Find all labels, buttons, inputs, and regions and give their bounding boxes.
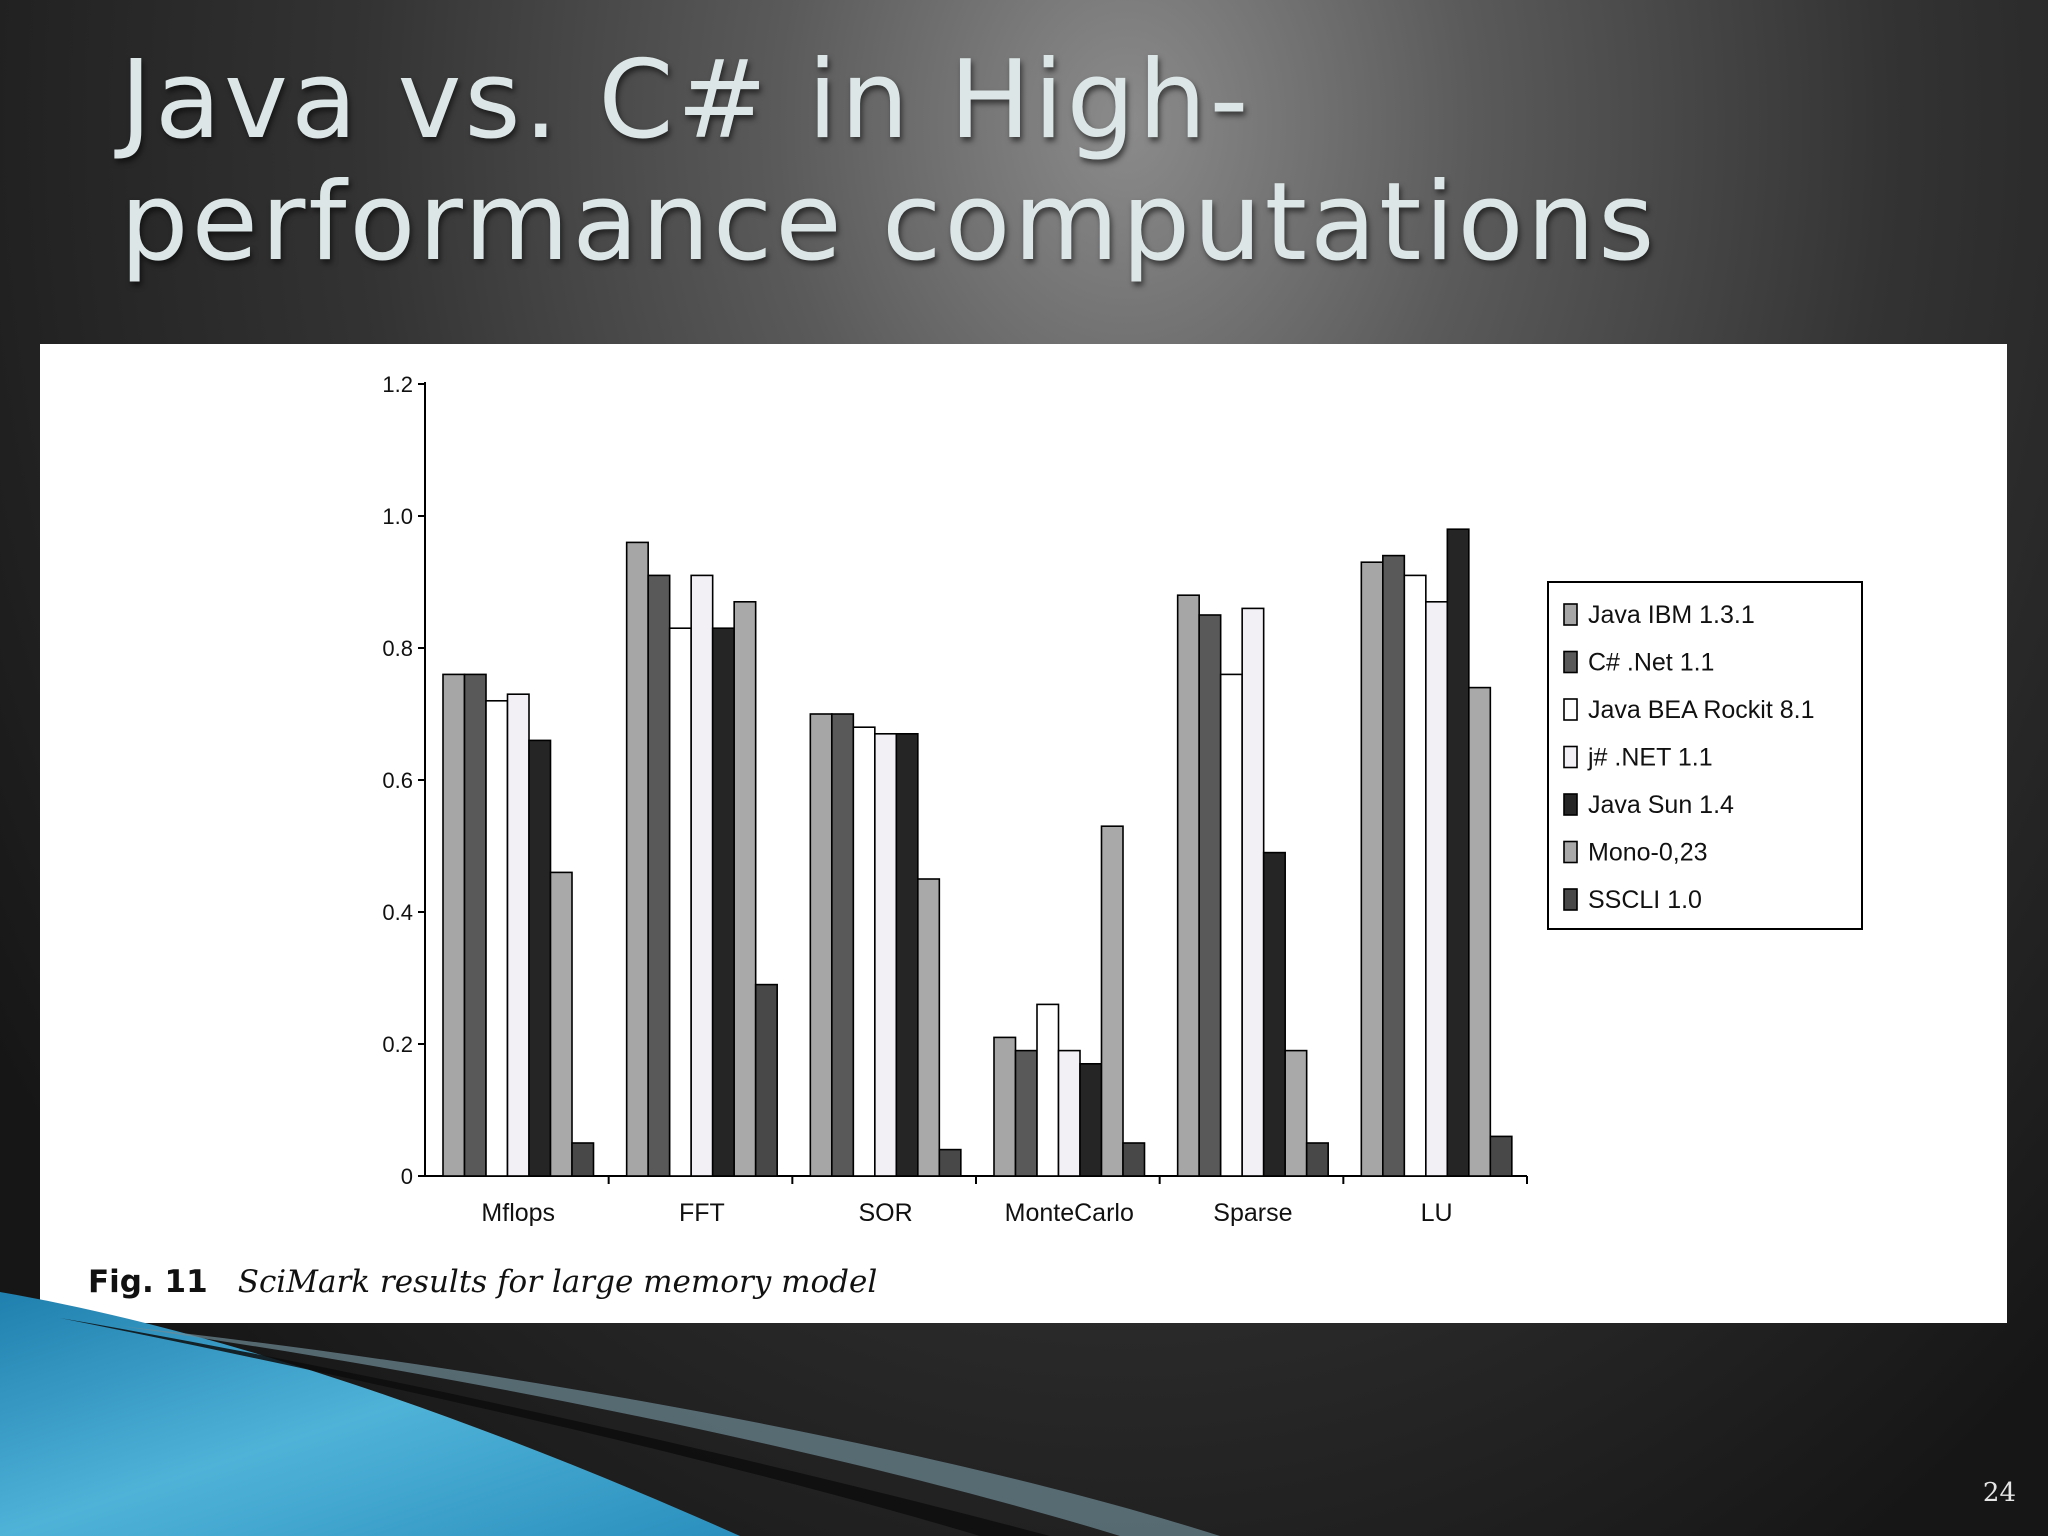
bar-chart: 0 0.2 0.4 0.6 0.8 1.0 1.2 Mflops FFT SOR MonteCarl…	[382, 372, 1863, 1227]
figure-caption: Fig. 11 SciMark results for large memory …	[88, 1264, 877, 1300]
figure-caption-text: SciMark results for large memory model	[237, 1264, 878, 1300]
bar-sparse-java-ibm-1-3-1	[1176, 594, 1200, 1177]
legend-label-c-net-1-1: C# .Net 1.1	[1588, 649, 1714, 677]
bar-lu-java-sun-1-4	[1446, 528, 1470, 1177]
bar-montecarlo-mono-0-23	[1100, 825, 1124, 1177]
legend-label-j-net-1-1: j# .NET 1.1	[1587, 744, 1713, 772]
bar-fft-java-bea-rockit-8-1	[668, 627, 692, 1177]
bar-lu-mono-0-23	[1468, 686, 1492, 1177]
y-tick-label: 0.8	[382, 636, 413, 661]
bar-mflops-j-net-1-1	[506, 693, 530, 1177]
slide-title-line-2: performance computations	[120, 160, 1658, 285]
bar-sor-j-net-1-1	[874, 732, 898, 1177]
y-tick-label: 1.0	[382, 504, 413, 529]
bar-sparse-j-net-1-1	[1241, 607, 1265, 1177]
bar-sparse-sscli-1-0	[1305, 1142, 1329, 1177]
bar-sparse-java-bea-rockit-8-1	[1219, 673, 1243, 1177]
bar-montecarlo-sscli-1-0	[1122, 1142, 1146, 1177]
legend-swatch-java-ibm-1-3-1	[1563, 603, 1578, 626]
bar-sparse-java-sun-1-4	[1262, 851, 1286, 1177]
bar-sor-mono-0-23	[917, 878, 941, 1177]
bar-fft-java-sun-1-4	[711, 627, 735, 1177]
bar-mflops-mono-0-23	[549, 871, 573, 1177]
legend-label-sscli-1-0: SSCLI 1.0	[1588, 886, 1702, 914]
bar-sor-java-bea-rockit-8-1	[852, 726, 876, 1177]
legend-label-java-ibm-1-3-1: Java IBM 1.3.1	[1588, 601, 1755, 629]
bar-sparse-mono-0-23	[1284, 1049, 1308, 1177]
x-tick-label-sor: SOR	[858, 1199, 912, 1227]
bar-mflops-sscli-1-0	[571, 1142, 595, 1177]
y-tick-label: 0.2	[382, 1032, 413, 1057]
x-tick-label-lu: LU	[1421, 1199, 1453, 1227]
bar-fft-j-net-1-1	[690, 574, 714, 1177]
y-tick-label: 1.2	[382, 372, 413, 397]
legend-label-java-bea-rockit-8-1: Java BEA Rockit 8.1	[1588, 696, 1815, 724]
bar-montecarlo-j-net-1-1	[1057, 1049, 1081, 1177]
bar-mflops-java-sun-1-4	[528, 739, 552, 1177]
legend-swatch-java-bea-rockit-8-1	[1563, 698, 1578, 721]
bar-montecarlo-java-bea-rockit-8-1	[1036, 1003, 1060, 1177]
bar-lu-sscli-1-0	[1489, 1135, 1513, 1177]
y-tick-label: 0.4	[382, 900, 413, 925]
bar-mflops-java-bea-rockit-8-1	[485, 699, 509, 1177]
bar-montecarlo-java-sun-1-4	[1079, 1062, 1103, 1177]
legend-swatch-j-net-1-1	[1563, 745, 1578, 769]
y-tick-label: 0	[401, 1164, 413, 1189]
slide-title: Java vs. C# in High- performance computa…	[120, 40, 1870, 284]
bar-lu-j-net-1-1	[1425, 600, 1449, 1177]
page-number: 24	[1982, 1478, 2016, 1508]
legend-label-java-sun-1-4: Java Sun 1.4	[1588, 791, 1734, 819]
x-tick-label-fft: FFT	[679, 1199, 725, 1227]
bar-fft-sscli-1-0	[754, 983, 778, 1177]
bar-sor-java-ibm-1-3-1	[809, 713, 833, 1177]
bar-mflops-c-net-1-1	[463, 673, 487, 1177]
figure-panel: 0 0.2 0.4 0.6 0.8 1.0 1.2 Mflops FFT SOR MonteCarl…	[40, 344, 2007, 1323]
bar-sor-c-net-1-1	[831, 713, 855, 1177]
bar-mflops-java-ibm-1-3-1	[442, 673, 466, 1177]
bar-montecarlo-java-ibm-1-3-1	[993, 1036, 1017, 1177]
x-tick-label-sparse: Sparse	[1213, 1199, 1292, 1227]
bar-sor-java-sun-1-4	[895, 732, 919, 1177]
x-tick-label-montecarlo: MonteCarlo	[1005, 1199, 1134, 1227]
x-tick-label-mflops: Mflops	[481, 1199, 555, 1227]
legend-swatch-c-net-1-1	[1563, 650, 1578, 674]
bar-montecarlo-c-net-1-1	[1014, 1049, 1038, 1177]
bar-fft-c-net-1-1	[647, 574, 671, 1177]
slide-title-line-1: Java vs. C# in High-	[120, 38, 1252, 163]
bar-lu-c-net-1-1	[1382, 554, 1406, 1177]
legend-swatch-sscli-1-0	[1563, 888, 1578, 911]
bar-fft-java-ibm-1-3-1	[625, 541, 649, 1177]
y-tick-label: 0.6	[382, 768, 413, 793]
legend-swatch-java-sun-1-4	[1563, 793, 1578, 816]
bar-lu-java-ibm-1-3-1	[1360, 561, 1384, 1177]
bar-sor-sscli-1-0	[938, 1148, 962, 1177]
bar-sparse-c-net-1-1	[1198, 614, 1222, 1177]
legend-swatch-mono-0-23	[1563, 840, 1578, 864]
legend-label-mono-0-23: Mono-0,23	[1588, 839, 1708, 867]
legend-box	[1547, 581, 1863, 930]
figure-label: Fig. 11	[88, 1264, 208, 1300]
bar-fft-mono-0-23	[733, 600, 757, 1177]
bar-lu-java-bea-rockit-8-1	[1403, 574, 1427, 1177]
